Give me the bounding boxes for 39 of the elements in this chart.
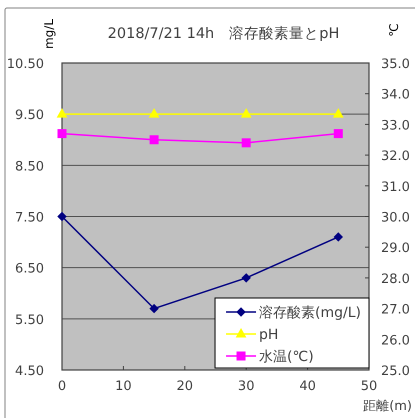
y2-tick-label: 25.0 bbox=[381, 364, 410, 379]
point bbox=[333, 108, 344, 118]
x-tick-label: 40 bbox=[299, 379, 316, 394]
point bbox=[242, 273, 251, 282]
y2-tick-label: 27.0 bbox=[381, 302, 410, 318]
y2-tick-label: 30.0 bbox=[381, 210, 410, 226]
y-tick-label: 5.50 bbox=[15, 312, 44, 328]
y2-tick-label: 34.0 bbox=[381, 88, 410, 103]
point bbox=[57, 108, 67, 118]
x-tick-label: 20 bbox=[176, 379, 194, 394]
point bbox=[150, 304, 159, 314]
y2-tick-label: 31.0 bbox=[381, 180, 410, 195]
y2-tick-label: 35.0 bbox=[381, 57, 410, 72]
y2-tick-label: 32.0 bbox=[381, 149, 410, 164]
x-tick-label: 50 bbox=[360, 379, 378, 394]
point bbox=[58, 212, 66, 221]
x-axis-title: 距離(m) bbox=[363, 399, 412, 414]
y2-axis-title: ℃ bbox=[387, 23, 401, 37]
y-tick-label: 4.50 bbox=[15, 364, 44, 379]
x-tick-label: 30 bbox=[238, 379, 254, 394]
legend-label: pH bbox=[259, 327, 278, 343]
y-tick-label: 6.50 bbox=[15, 262, 44, 277]
chart-title: 2018/7/21 14h 溶存酸素量とpH bbox=[108, 25, 340, 42]
y2-tick-label: 33.0 bbox=[381, 118, 410, 134]
y2-tick-label: 29.0 bbox=[381, 241, 410, 256]
y2-tick-label: 28.0 bbox=[381, 272, 410, 287]
y-axis-title: mg/L bbox=[42, 18, 56, 50]
y-tick-label: 8.50 bbox=[15, 159, 44, 174]
point bbox=[241, 108, 252, 118]
x-tick-label: 10 bbox=[115, 379, 132, 394]
y-tick-label: 9.50 bbox=[15, 108, 44, 124]
point bbox=[149, 108, 160, 118]
point bbox=[334, 232, 343, 242]
legend-label: 溶存酸素(mg/L) bbox=[259, 305, 361, 321]
x-tick-label: 0 bbox=[58, 379, 66, 394]
y2-tick-label: 26.0 bbox=[381, 333, 410, 348]
y-tick-label: 10.50 bbox=[6, 57, 44, 72]
y-tick-label: 7.50 bbox=[15, 210, 44, 226]
legend-label: 水温(℃) bbox=[259, 349, 314, 365]
